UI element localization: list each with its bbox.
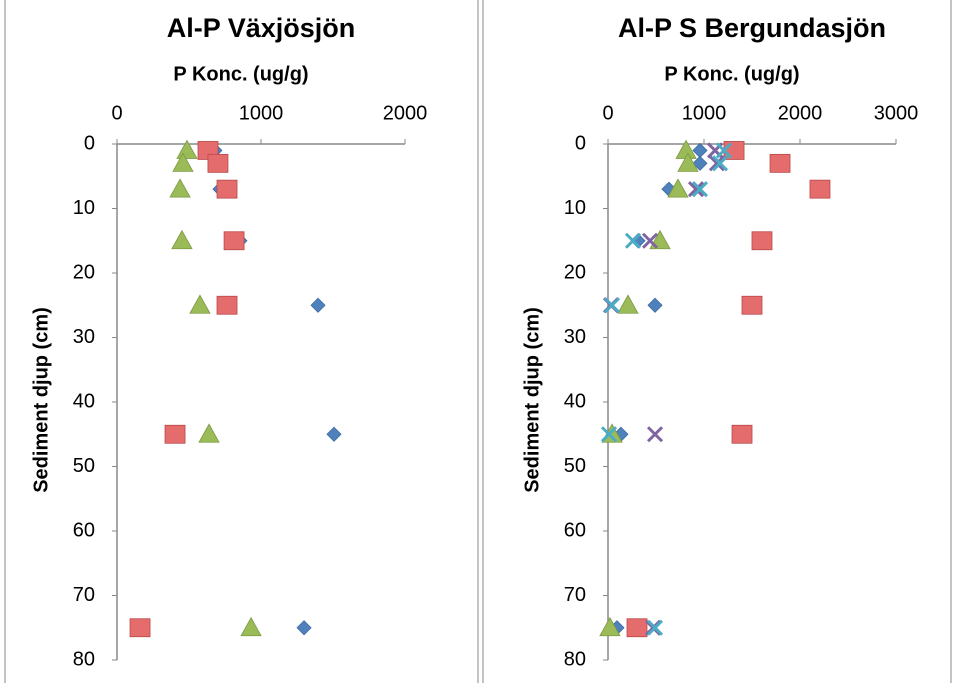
x-tick-label: 0 (602, 102, 613, 124)
y-tick-label: 0 (84, 132, 95, 154)
y-tick-label: 0 (575, 132, 586, 154)
y-tick-label: 50 (564, 455, 586, 477)
x-marker (600, 426, 618, 443)
square-marker (731, 424, 753, 444)
square-marker (216, 295, 238, 315)
square-marker (809, 179, 831, 199)
x-marker (646, 619, 664, 636)
x-marker (711, 155, 729, 172)
x-axis-title: P Konc. (ug/g) (173, 63, 308, 85)
x-marker (715, 142, 733, 159)
square-marker (164, 424, 186, 444)
x-tick-label: 3000 (874, 102, 919, 124)
y-tick-label: 30 (564, 326, 586, 348)
square-marker (751, 231, 773, 251)
y-tick-label: 80 (73, 648, 95, 670)
diamond-marker (326, 426, 342, 442)
y-tick-label: 70 (564, 584, 586, 606)
y-tick-label: 50 (73, 455, 95, 477)
triangle-marker (198, 423, 220, 443)
square-marker (626, 618, 648, 638)
x-marker (691, 181, 709, 198)
triangle-marker (189, 294, 211, 314)
square-marker (223, 231, 245, 251)
y-axis-title: Sediment djup (cm) (521, 307, 543, 493)
chart-title: Al-P S Bergundasjön (618, 13, 886, 43)
triangle-marker (172, 152, 194, 172)
square-marker (207, 153, 229, 173)
y-tick-label: 10 (73, 197, 95, 219)
x-marker (641, 232, 659, 249)
triangle-marker (677, 152, 699, 172)
y-tick-label: 20 (73, 261, 95, 283)
square-marker (216, 179, 238, 199)
x-tick-label: 1000 (239, 102, 284, 124)
x-tick-label: 2000 (383, 102, 428, 124)
y-tick-label: 10 (564, 197, 586, 219)
triangle-marker (667, 178, 689, 198)
triangle-marker (675, 139, 697, 159)
diamond-marker (296, 620, 312, 636)
y-axis-title: Sediment djup (cm) (30, 307, 52, 493)
y-tick-label: 60 (73, 519, 95, 541)
y-tick-label: 20 (564, 261, 586, 283)
square-marker (129, 618, 151, 638)
x-marker (624, 232, 642, 249)
triangle-marker (176, 139, 198, 159)
y-tick-label: 30 (73, 326, 95, 348)
diamond-marker (692, 142, 708, 159)
y-tick-label: 40 (564, 390, 586, 412)
diamond-marker (647, 297, 663, 313)
y-tick-label: 70 (73, 584, 95, 606)
square-marker (741, 295, 763, 315)
y-tick-label: 40 (73, 390, 95, 412)
x-marker (646, 426, 664, 443)
x-tick-label: 2000 (778, 102, 823, 124)
diamond-marker (692, 155, 708, 171)
x-tick-label: 1000 (682, 102, 727, 124)
x-tick-label: 0 (111, 102, 122, 124)
diamond-marker (310, 297, 326, 313)
square-marker (769, 153, 791, 173)
x-marker (687, 181, 705, 198)
chart-title: Al-P Växjösjön (167, 13, 356, 43)
y-tick-label: 60 (564, 519, 586, 541)
triangle-marker (240, 616, 262, 637)
x-axis-title: P Konc. (ug/g) (664, 63, 799, 85)
y-tick-label: 80 (564, 648, 586, 670)
triangle-marker (169, 178, 191, 198)
triangle-marker (617, 294, 639, 314)
panel-frame (4, 0, 479, 683)
panel-frame (482, 0, 952, 683)
x-marker (603, 297, 621, 314)
triangle-marker (171, 229, 193, 250)
triangle-marker (599, 616, 621, 637)
x-marker (708, 155, 726, 172)
